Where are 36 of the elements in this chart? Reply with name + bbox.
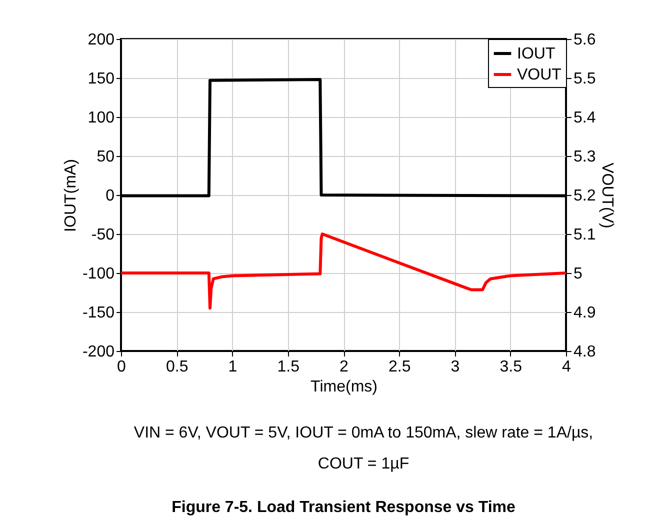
y-tick-label: -200 <box>82 344 115 360</box>
y2-tick-label: 5.3 <box>574 148 596 166</box>
y2-tick-label: 5 <box>574 266 582 282</box>
line-series <box>120 232 568 310</box>
y2-tick-label: 5.2 <box>574 188 596 204</box>
y-tick-label: 0 <box>106 188 115 204</box>
y2-tick-label: 4.8 <box>574 344 596 360</box>
y2-tick-label: 5.4 <box>574 110 596 126</box>
y-tick-label: -50 <box>91 226 115 244</box>
x-axis-title: Time(ms) <box>310 378 378 396</box>
x-tick-label: 2 <box>340 358 349 376</box>
y2-tick-label: 5.5 <box>574 70 596 88</box>
x-tick-label: 1 <box>228 358 238 376</box>
text: Figure 7-5. Load Transient Response vs Time <box>172 499 516 516</box>
x-tick-label: 0 <box>117 358 126 376</box>
text: COUT = 1µF <box>318 456 410 472</box>
y-tick-label: 50 <box>96 148 115 166</box>
x-tick-label: 2.5 <box>388 358 411 376</box>
x-tick-label: 1.5 <box>277 358 300 376</box>
x-tick-label: 3.5 <box>500 358 522 376</box>
y-tick-label: 100 <box>88 110 115 126</box>
y2-axis-title: VOUT(V) <box>598 162 616 228</box>
y-tick-label: -100 <box>82 266 115 282</box>
y-tick-label: 200 <box>88 32 115 48</box>
text: VIN = 6V, VOUT = 5V, IOUT = 0mA to 150mA, slew rate = 1A/µs, <box>134 424 594 442</box>
x-tick-label: 4 <box>562 358 572 376</box>
y2-tick-label: 5.1 <box>574 226 596 244</box>
y-tick-label: 150 <box>88 70 115 88</box>
y2-tick-label: 4.9 <box>574 304 596 322</box>
y-axis-title: IOUT(mA) <box>62 159 80 232</box>
x-tick-label: 3 <box>450 358 460 376</box>
legend-label: VOUT <box>517 66 562 84</box>
y-tick-label: -150 <box>82 304 115 322</box>
y2-tick-label: 5.6 <box>574 32 596 48</box>
x-tick-label: 0.5 <box>166 358 188 376</box>
legend-label: IOUT <box>517 46 556 62</box>
